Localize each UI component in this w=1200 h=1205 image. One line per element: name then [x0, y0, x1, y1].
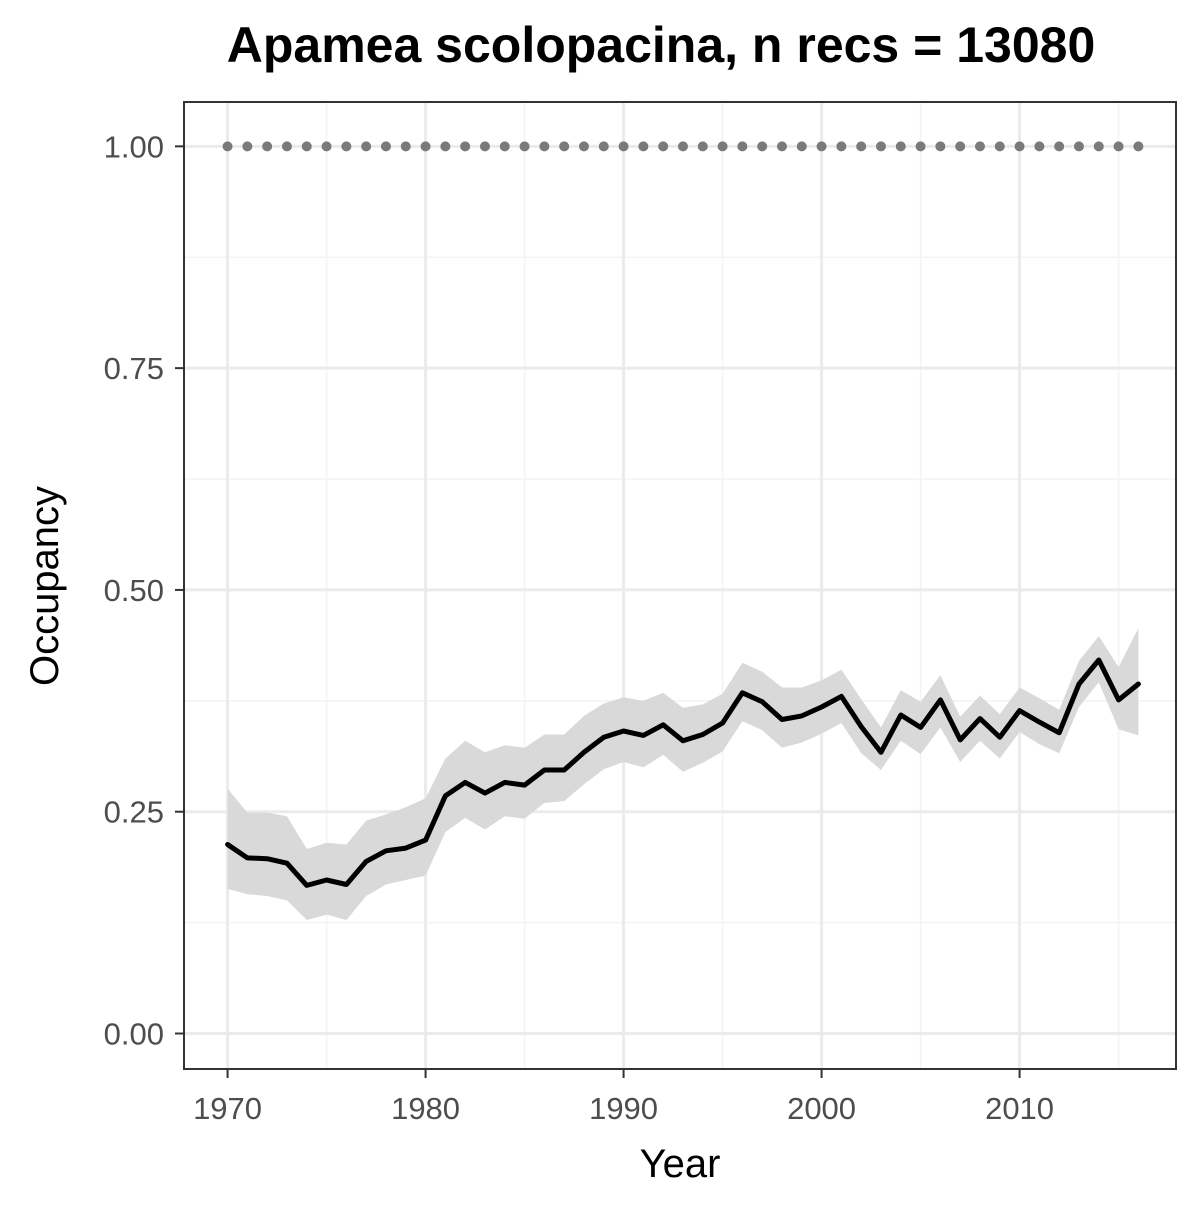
- data-point: [242, 141, 253, 152]
- data-point: [737, 141, 748, 152]
- y-axis-title: Occupancy: [23, 486, 67, 686]
- data-point: [460, 141, 471, 152]
- data-point: [539, 141, 550, 152]
- data-point: [321, 141, 332, 152]
- data-point: [776, 141, 787, 152]
- data-point: [281, 141, 292, 152]
- data-point: [420, 141, 431, 152]
- data-point: [578, 141, 589, 152]
- data-point: [796, 141, 807, 152]
- ribbon-layer: [227, 628, 1139, 920]
- data-point: [301, 141, 312, 152]
- x-axis-title: Year: [640, 1142, 721, 1186]
- occupancy-line: [225, 657, 1141, 888]
- data-point: [361, 141, 372, 152]
- data-point: [935, 141, 946, 152]
- chart-title: Apamea scolopacina, n recs = 13080: [227, 17, 1096, 73]
- data-point: [915, 141, 926, 152]
- data-point: [519, 141, 530, 152]
- data-point: [836, 141, 847, 152]
- data-point: [1034, 141, 1045, 152]
- data-point: [618, 141, 629, 152]
- data-point: [262, 141, 273, 152]
- data-point: [974, 141, 985, 152]
- y-tick-label: 0.25: [104, 795, 164, 830]
- data-point: [1073, 141, 1084, 152]
- data-point: [598, 141, 609, 152]
- x-tick-label: 2010: [985, 1091, 1054, 1126]
- data-point: [856, 141, 867, 152]
- data-point: [717, 141, 728, 152]
- data-point: [677, 141, 688, 152]
- data-point: [875, 141, 886, 152]
- data-point: [479, 141, 490, 152]
- points-layer: [222, 141, 1144, 152]
- data-point: [697, 141, 708, 152]
- data-point: [816, 141, 827, 152]
- data-point: [341, 141, 352, 152]
- data-point: [1133, 141, 1144, 152]
- y-tick-label: 0.75: [104, 351, 164, 386]
- line-layer: [225, 657, 1141, 888]
- data-point: [638, 141, 649, 152]
- data-point: [440, 141, 451, 152]
- data-point: [559, 141, 570, 152]
- data-point: [757, 141, 768, 152]
- y-tick-label: 0.00: [104, 1017, 164, 1052]
- data-point: [499, 141, 510, 152]
- y-tick-label: 0.50: [104, 573, 164, 608]
- data-point: [400, 141, 411, 152]
- data-point: [1054, 141, 1065, 152]
- data-point: [994, 141, 1005, 152]
- y-tick-label: 1.00: [104, 129, 164, 164]
- data-point: [222, 141, 233, 152]
- axis-layer: 1970 1980 1990 2000 2010 0.00 0.25 0.50 0.75 1.00: [104, 129, 1054, 1126]
- data-point: [1093, 141, 1104, 152]
- x-tick-label: 1990: [589, 1091, 658, 1126]
- confidence-ribbon: [227, 628, 1139, 920]
- x-tick-label: 1980: [391, 1091, 460, 1126]
- data-point: [658, 141, 669, 152]
- data-point: [380, 141, 391, 152]
- data-point: [1014, 141, 1025, 152]
- x-tick-label: 2000: [787, 1091, 856, 1126]
- data-point: [895, 141, 906, 152]
- panel-border: [183, 101, 1177, 1070]
- grid-layer: [184, 102, 1176, 1069]
- data-point: [955, 141, 966, 152]
- x-tick-label: 1970: [193, 1091, 262, 1126]
- data-point: [1113, 141, 1124, 152]
